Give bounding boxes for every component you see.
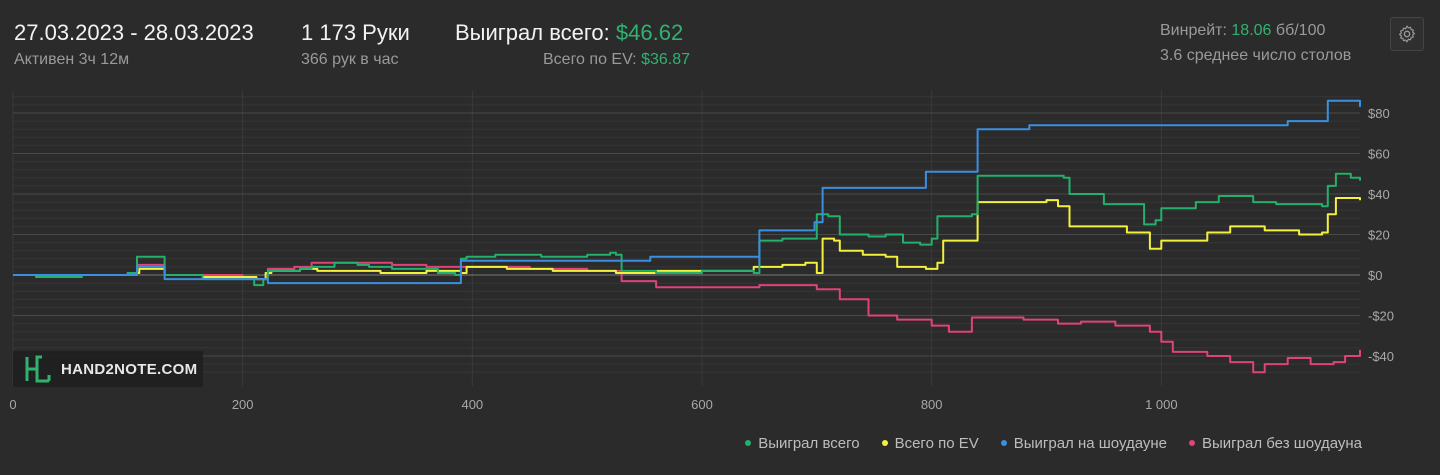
legend-dot [881,440,888,446]
chart-series [13,99,1361,374]
won-total-value: $46.62 [615,20,684,45]
date-range: 27.03.2023 - 28.03.2023 [14,20,254,45]
x-tick-label: 800 [921,397,943,412]
active-time: Активен 3ч 12м [14,51,130,68]
hands-count: 1 173 Руки [301,20,410,45]
hands-per-hour: 366 рук в час [301,51,399,68]
series-line-2 [13,99,1361,285]
legend-item-3[interactable]: Выиграл без шоудауна [1189,433,1362,453]
x-tick-label: 600 [691,397,713,412]
series-line-3 [13,261,1361,374]
legend-label: Выиграл на шоудауне [1013,434,1168,452]
hand2note-logo-icon [25,355,51,383]
y-tick-label: -$40 [1368,349,1394,364]
legend-dot [745,440,752,446]
y-tick-label: $0 [1368,268,1382,283]
ev-total-label: Всего по EV: [543,51,637,68]
winrate-value: 18.06 [1231,22,1272,39]
y-tick-label: $40 [1368,187,1390,202]
x-tick-label: 0 [9,397,16,412]
x-tick-label: 400 [461,397,483,412]
bankroll-chart: $80 $60 $40 $20 $0 -$20 -$40 0 200 400 600 800 1 00… [9,90,1394,412]
x-tick-label: 1 000 [1145,397,1178,412]
stats-header: 27.03.2023 - 28.03.2023 Активен 3ч 12м 1… [0,0,1440,86]
series-line-1 [13,197,1361,281]
won-total-label: Выиграл всего: [455,20,610,45]
x-axis-ticks: 0 200 400 600 800 1 000 [9,397,1177,412]
settings-button[interactable] [1390,17,1424,51]
legend-dot [1000,440,1007,446]
legend-item-0[interactable]: Выиграл всего [745,433,860,453]
legend-dot [1189,440,1196,446]
winrate-unit: бб/100 [1275,22,1326,39]
legend-item-2[interactable]: Выиграл на шоудауне [1000,433,1168,453]
chart-legend: Выиграл всего Всего по EV Выиграл на шоуда… [745,433,1362,453]
series-line-0 [13,172,1361,287]
won-total: Выиграл всего: $46.62 [455,20,683,46]
logo-text: HAND2NOTE.COM [61,360,198,378]
legend-label: Выиграл всего [758,434,860,452]
winrate-label: Винрейт: [1160,22,1227,39]
winrate: Винрейт: 18.06 бб/100 [1160,22,1325,40]
legend-label: Всего по EV [894,434,979,452]
ev-total: Всего по EV: $36.87 [543,51,690,69]
legend-item-1[interactable]: Всего по EV [881,433,979,453]
hand2note-logo: HAND2NOTE.COM [13,351,203,387]
chart-grid [12,90,1360,386]
y-axis-ticks: $80 $60 $40 $20 $0 -$20 -$40 [1368,106,1394,364]
avg-tables: 3.6 среднее число столов [1160,47,1352,64]
legend-label: Выиграл без шоудауна [1202,434,1362,452]
ev-total-value: $36.87 [641,51,690,68]
y-tick-label: $20 [1368,228,1390,243]
x-tick-label: 200 [232,397,254,412]
y-tick-label: $80 [1368,106,1390,121]
gear-icon [1398,25,1416,43]
y-tick-label: $60 [1368,147,1390,162]
y-tick-label: -$20 [1368,309,1394,324]
